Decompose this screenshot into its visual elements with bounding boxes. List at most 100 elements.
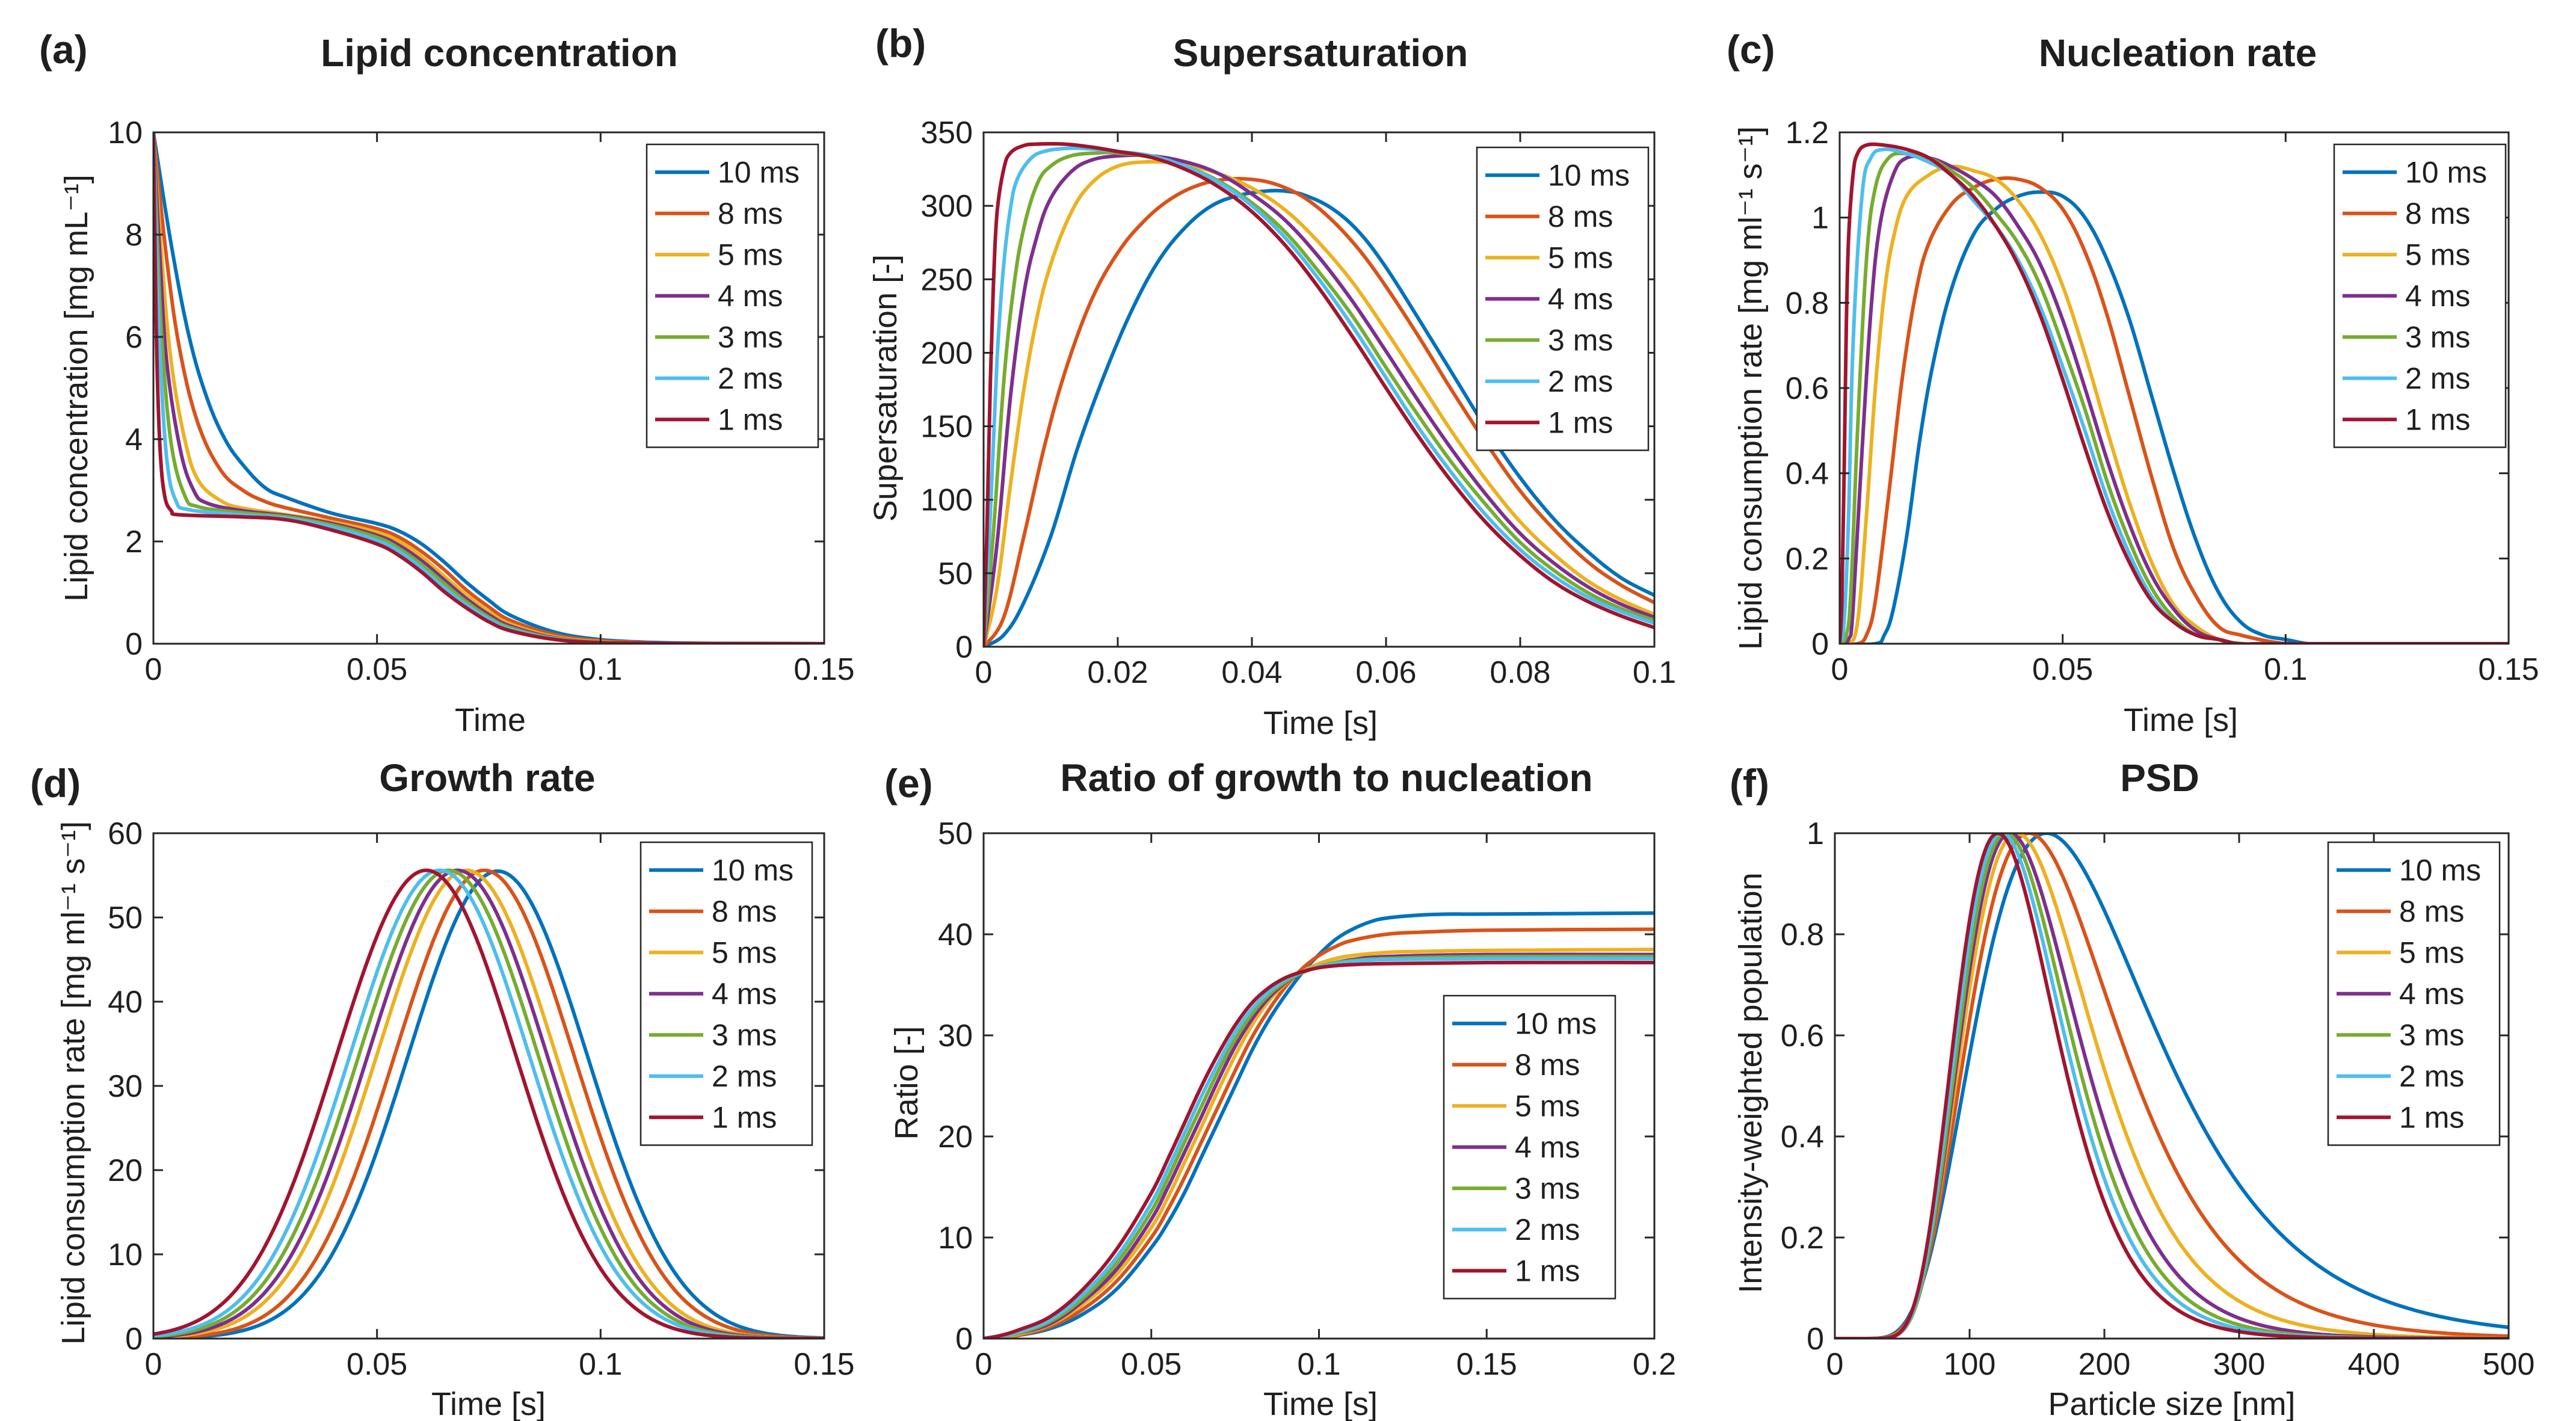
x-tick-label: 0.06 [1355, 655, 1416, 690]
y-tick-label: 2 [125, 525, 143, 559]
y-tick-label: 20 [938, 1120, 973, 1154]
y-tick-label: 40 [108, 985, 143, 1020]
x-tick-label: 0 [1831, 652, 1849, 687]
panel-label: (b) [875, 21, 926, 66]
x-axis-label: Particle size [nm] [2048, 1386, 2295, 1421]
series-line [984, 957, 1654, 1339]
legend-label: 10 ms [2405, 155, 2487, 189]
legend: 10 ms 8 ms 5 ms 4 ms 3 ms 2 ms 1 ms [1443, 994, 1616, 1299]
legend-label: 10 ms [1548, 158, 1630, 192]
y-tick-label: 0 [125, 1322, 143, 1357]
y-tick-label: 0 [1811, 627, 1829, 662]
series-line [153, 868, 824, 1339]
y-tick-label: 1 [1811, 201, 1829, 236]
series-line [1840, 142, 2509, 644]
panel-label: (f) [1730, 761, 1769, 806]
y-tick-label: 250 [920, 262, 973, 297]
series-line [1835, 833, 2509, 1339]
x-tick-label: 0 [1826, 1347, 1844, 1382]
y-tick-label: 50 [938, 816, 973, 851]
series-line [984, 176, 1654, 647]
x-tick-label: 500 [2483, 1347, 2535, 1382]
legend-label: 5 ms [1548, 241, 1613, 274]
series-line [984, 960, 1654, 1339]
legend: 10 ms 8 ms 5 ms 4 ms 3 ms 2 ms 1 ms [2327, 841, 2501, 1146]
legend: 10 ms 8 ms 5 ms 4 ms 3 ms 2 ms 1 ms [639, 841, 813, 1146]
legend-label: 5 ms [1515, 1089, 1580, 1123]
y-axis-label: Supersaturation [-] [867, 254, 904, 522]
chart-title: Growth rate [379, 756, 595, 800]
chart-panel: Lipid concentration (a) 0 0.05 0.1 0.15 0 2 4 6 8 1… [39, 27, 855, 738]
series-line [984, 146, 1654, 647]
y-tick-label: 0.6 [1781, 1019, 1824, 1053]
x-axis-label: Time [s] [1263, 705, 1378, 741]
chart-panel: Supersaturation (b) 0 0.02 0.04 0.06 0.08 0.1 0 5… [867, 21, 1676, 741]
y-tick-label: 0.2 [1786, 541, 1829, 576]
legend-label: 10 ms [718, 155, 800, 189]
series-line [1840, 176, 2509, 644]
chart-panel: Ratio of growth to nucleation (e) 0 0.05 0.1… [884, 756, 1676, 1421]
series-group [153, 132, 824, 644]
x-tick-label: 0 [975, 655, 993, 690]
y-tick-label: 1 [1807, 816, 1824, 851]
y-tick-label: 50 [108, 901, 143, 936]
y-tick-label: 100 [920, 483, 973, 518]
legend-label: 8 ms [718, 197, 783, 230]
y-axis-label: Lipid consumption rate [mg ml⁻¹ s⁻¹] [55, 821, 91, 1345]
x-axis-label: Time [455, 702, 526, 738]
x-tick-label: 100 [1944, 1347, 1996, 1382]
legend-label: 4 ms [2405, 279, 2470, 313]
y-tick-label: 0 [1807, 1322, 1824, 1357]
series-line [1840, 190, 2509, 644]
x-axis-label: Time [s] [1263, 1386, 1378, 1421]
y-tick-label: 0.8 [1781, 917, 1824, 952]
y-tick-label: 1.2 [1786, 116, 1829, 150]
legend-label: 8 ms [2405, 197, 2470, 230]
x-tick-label: 0.02 [1087, 655, 1148, 690]
series-line [984, 188, 1654, 647]
legend-label: 3 ms [1548, 323, 1613, 357]
x-tick-label: 0.1 [579, 652, 622, 687]
y-axis-label: Lipid concentration [mg mL⁻¹] [58, 174, 94, 602]
y-tick-label: 0.2 [1781, 1221, 1824, 1256]
chart-panel: Growth rate (d) 0 0.05 0.1 0.15 0 10 20 30 40 50 60 T… [30, 756, 855, 1421]
y-tick-label: 0.4 [1781, 1120, 1824, 1154]
chart-panel: PSD (f) 0 100 200 300 400 500 0 0.2 0.4 0.6 0.8 1 Part… [1730, 756, 2534, 1421]
legend-label: 4 ms [1515, 1130, 1580, 1164]
y-tick-label: 30 [938, 1019, 973, 1053]
legend: 10 ms 8 ms 5 ms 4 ms 3 ms 2 ms 1 ms [2333, 143, 2507, 448]
series-group [984, 142, 1654, 647]
series-line [153, 868, 824, 1339]
series-line [984, 142, 1654, 647]
chart-title: Supersaturation [1173, 31, 1468, 75]
y-axis-label: Ratio [-] [889, 1026, 925, 1139]
series-line [984, 927, 1654, 1339]
x-axis-label: Time [s] [2124, 702, 2238, 738]
x-tick-label: 200 [2078, 1347, 2131, 1382]
series-line [153, 868, 824, 1339]
y-tick-label: 60 [108, 816, 143, 851]
x-tick-label: 0.15 [1456, 1347, 1517, 1382]
y-tick-label: 50 [938, 556, 973, 591]
legend-label: 8 ms [2399, 895, 2464, 928]
x-tick-label: 300 [2213, 1347, 2266, 1382]
x-tick-label: 0.1 [2264, 652, 2307, 687]
panel-label: (d) [30, 761, 81, 806]
legend-label: 4 ms [1548, 282, 1613, 316]
legend-label: 8 ms [1548, 200, 1613, 233]
y-tick-label: 20 [108, 1153, 143, 1188]
chart-title: PSD [2120, 756, 2199, 800]
series-line [984, 948, 1654, 1339]
y-tick-label: 0 [955, 630, 973, 665]
legend-label: 1 ms [2399, 1100, 2464, 1134]
axes-box [1834, 832, 2510, 1340]
chart-title: Lipid concentration [321, 31, 678, 75]
y-tick-label: 0 [955, 1322, 973, 1357]
x-tick-label: 0.15 [793, 1347, 854, 1382]
series-line [984, 159, 1654, 647]
legend-label: 3 ms [718, 320, 783, 354]
series-group [1835, 833, 2509, 1339]
y-tick-label: 200 [920, 336, 973, 371]
x-tick-label: 0.1 [1297, 1347, 1340, 1382]
legend-label: 2 ms [712, 1059, 777, 1093]
